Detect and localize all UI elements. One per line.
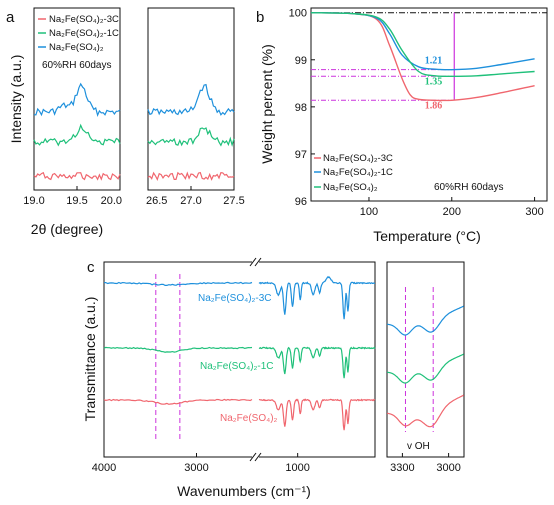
panel-c-curve-right-pure <box>258 275 375 320</box>
panel-b-annotation-value: 1.86 <box>425 101 443 112</box>
panel-a-curve-pure-seg0 <box>33 82 121 118</box>
panel-c-inset-frame <box>386 261 465 458</box>
panel-c-frame <box>103 261 376 458</box>
panel-a-tick-label: 27.0 <box>180 195 201 207</box>
panel-c-xtick-label: 4000 <box>92 462 116 474</box>
legend-label-3c: Na₂Fe(SO₄)₂-3C <box>323 153 393 164</box>
panel-c-ylabel: Transmittance (a.u.) <box>82 297 98 422</box>
panel-a-tick-label: 20.0 <box>101 195 122 207</box>
panel-a-curve-pure-seg1 <box>147 83 235 116</box>
panel-c-curve-right-C3 <box>258 398 376 431</box>
panel-a-tick-label: 19.0 <box>23 195 44 207</box>
panel-c-inset-curve-pure <box>386 305 464 336</box>
axis-break-mark-top <box>249 257 257 267</box>
panel-a-curve-C3-seg0 <box>33 171 121 181</box>
panel-a-tick-label: 27.5 <box>223 195 244 207</box>
ftir-label-3c: Na₂Fe(SO₄)₂-3C <box>198 293 272 304</box>
panel-c-xlabel: Wavenumbers (cm⁻¹) <box>177 483 311 499</box>
panel-b-condition: 60%RH 60days <box>434 182 503 193</box>
panel-b-legend: Na₂Fe(SO₄)₂-3C Na₂Fe(SO₄)₂-1C Na₂Fe(SO₄)… <box>314 153 503 193</box>
panel-c-xtick-label: 3000 <box>184 462 208 474</box>
panel-a-curve-C1-seg1 <box>147 127 235 147</box>
panel-a-xlabel: 2θ (degree) <box>31 221 103 237</box>
panel-b-frame <box>310 7 548 202</box>
panel-b-letter: b <box>256 9 264 26</box>
ftir-label-1c: Na₂Fe(SO₄)₂-1C <box>200 361 274 372</box>
panel-c-inset-curve-C3 <box>386 394 464 428</box>
panel-a-letter: a <box>6 9 15 26</box>
ftir-label-pure: Na₂Fe(SO₄)₂ <box>220 413 278 424</box>
panel-b-curve-C3 <box>310 12 535 102</box>
panel-b-annotation-value: 1.35 <box>425 77 443 88</box>
panel-b-curve-C1 <box>310 12 535 78</box>
panel-c-inset-curve-C1 <box>386 353 464 384</box>
panel-c-curve-left-pure <box>103 281 253 286</box>
legend-label-pure: Na₂Fe(SO₄)₂ <box>49 42 104 53</box>
panel-c-inset-tick-label: 3300 <box>390 462 414 474</box>
inset-note-voh: v OH <box>407 441 430 452</box>
panel-b-ytick-label: 96 <box>295 196 307 208</box>
axis-break-mark-bottom <box>249 452 257 462</box>
legend-label-3c: Na₂Fe(SO₄)₂-3C <box>49 14 119 25</box>
panel-c-curve-right-C1 <box>258 346 376 379</box>
panel-a-legend: Na₂Fe(SO₄)₂-3C Na₂Fe(SO₄)₂-1C Na₂Fe(SO₄)… <box>38 14 119 71</box>
panel-c-xtick-label: 1000 <box>285 462 309 474</box>
panel-b-xtick-label: 300 <box>525 206 543 218</box>
panel-c-curve-left-C1 <box>103 346 253 353</box>
panel-b-xtick-label: 200 <box>443 206 461 218</box>
axis-break-mark-top2 <box>254 257 262 267</box>
panel-a-tick-label: 19.5 <box>66 195 87 207</box>
panel-a-frame-right <box>147 7 235 191</box>
legend-label-pure: Na₂Fe(SO₄)₂ <box>323 182 378 193</box>
legend-label-1c: Na₂Fe(SO₄)₂-1C <box>49 28 119 39</box>
panel-c-inset-tick-label: 3000 <box>436 462 460 474</box>
panel-b-ylabel: Weight percent (%) <box>259 44 275 164</box>
panel-a-ylabel: Intensity (a.u.) <box>8 55 24 144</box>
panel-c-letter: c <box>87 259 95 276</box>
panel-b-ytick-label: 98 <box>295 102 307 114</box>
panel-b-xlabel: Temperature (°C) <box>373 228 481 244</box>
panel-a-tick-label: 26.5 <box>146 195 167 207</box>
panel-b-ytick-label: 97 <box>295 149 307 161</box>
panel-a-curve-C1-seg0 <box>33 123 121 147</box>
panel-a-curve-C3-seg1 <box>147 171 235 181</box>
panel-a-condition: 60%RH 60days <box>42 60 111 71</box>
panel-c-curve-left-C3 <box>103 398 253 405</box>
axis-break-gap <box>252 255 259 465</box>
panel-b-ytick-label: 100 <box>289 8 307 20</box>
panel-b-xtick-label: 100 <box>360 206 378 218</box>
panel-b-annotation-value: 1.21 <box>425 56 443 67</box>
axis-break-mark-bottom2 <box>254 452 262 462</box>
legend-label-1c: Na₂Fe(SO₄)₂-1C <box>323 167 393 178</box>
panel-b-curve-pure <box>310 12 535 71</box>
panel-b-ytick-label: 99 <box>295 55 307 67</box>
